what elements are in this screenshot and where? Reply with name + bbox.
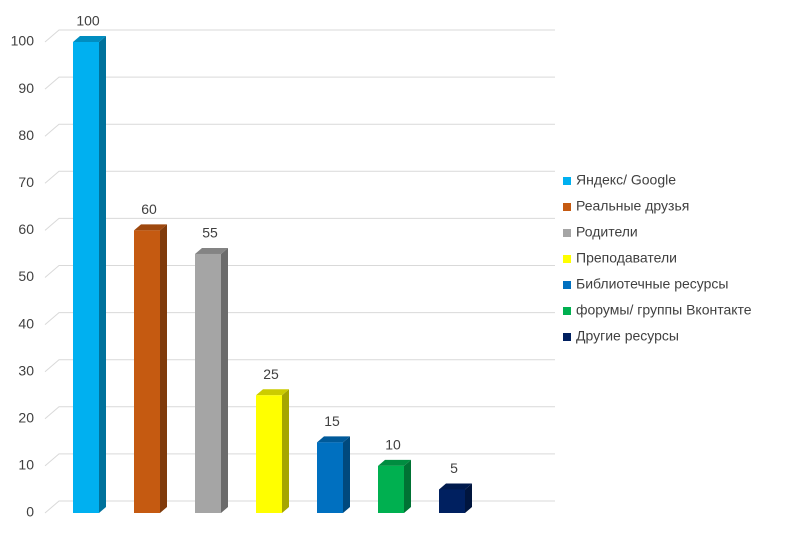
bar — [378, 459, 411, 513]
value-label: 10 — [385, 437, 401, 453]
bar — [73, 36, 106, 513]
value-label: 5 — [450, 460, 458, 476]
bar-top — [256, 389, 289, 396]
value-label: 100 — [76, 13, 100, 29]
bar — [134, 224, 167, 513]
bar — [256, 389, 289, 513]
bar-top — [439, 483, 472, 490]
y-tick-label: 40 — [18, 315, 34, 331]
legend-swatch — [563, 229, 571, 237]
bar-front — [73, 42, 99, 513]
y-tick-label: 0 — [26, 504, 34, 520]
y-tick-label: 50 — [18, 268, 34, 284]
bar-side — [221, 247, 228, 513]
legend-swatch — [563, 281, 571, 289]
bar — [439, 483, 472, 513]
bar-top — [317, 436, 350, 443]
legend-label: Преподаватели — [576, 250, 677, 266]
bar-top — [134, 224, 167, 231]
bar — [317, 436, 350, 513]
grid-line — [44, 312, 555, 325]
bar-side — [160, 224, 167, 513]
y-tick-label: 60 — [18, 221, 34, 237]
y-tick-label: 20 — [18, 410, 34, 426]
bar-side — [99, 36, 106, 513]
bar-top — [195, 247, 228, 254]
y-tick-label: 90 — [18, 80, 34, 96]
legend-swatch — [563, 307, 571, 315]
bar-front — [195, 253, 221, 513]
grid-line — [44, 29, 555, 43]
grid-line — [44, 265, 555, 278]
legend-label: Библиотечные ресурсы — [576, 276, 728, 292]
value-label: 55 — [202, 225, 218, 241]
legend-label: форумы/ группы Вконтакте — [576, 302, 752, 318]
grid-line — [44, 217, 555, 231]
legend-swatch — [563, 203, 571, 211]
legend-label: Другие ресурсы — [576, 328, 679, 344]
grid-line — [44, 500, 555, 514]
grid-line — [44, 359, 555, 373]
value-label: 60 — [141, 201, 157, 217]
legend-label: Яндекс/ Google — [576, 172, 676, 188]
grid-line — [44, 170, 555, 184]
bar-front — [439, 489, 465, 513]
bar-front — [256, 395, 282, 513]
y-tick-label: 80 — [18, 127, 34, 143]
bar-top — [378, 459, 411, 466]
legend-label: Родители — [576, 224, 638, 240]
bar-side — [282, 389, 289, 513]
y-tick-label: 100 — [11, 33, 35, 49]
bar-top — [73, 36, 106, 42]
grid-line — [44, 406, 555, 420]
legend-label: Реальные друзья — [576, 198, 689, 214]
bar-side — [404, 459, 411, 513]
bar-front — [134, 230, 160, 513]
grid-line — [44, 76, 555, 90]
legend-swatch — [563, 255, 571, 263]
bar-front — [378, 465, 404, 513]
bar-side — [343, 436, 350, 513]
y-tick-label: 30 — [18, 362, 34, 378]
grid-line — [44, 123, 555, 137]
grid-line — [44, 453, 555, 467]
y-tick-label: 10 — [18, 457, 34, 473]
bar-front — [317, 442, 343, 513]
bar — [195, 247, 228, 513]
value-label: 15 — [324, 413, 340, 429]
legend-swatch — [563, 177, 571, 185]
bar-side — [465, 483, 472, 513]
legend-swatch — [563, 333, 571, 341]
value-label: 25 — [263, 366, 279, 382]
y-tick-label: 70 — [18, 174, 34, 190]
